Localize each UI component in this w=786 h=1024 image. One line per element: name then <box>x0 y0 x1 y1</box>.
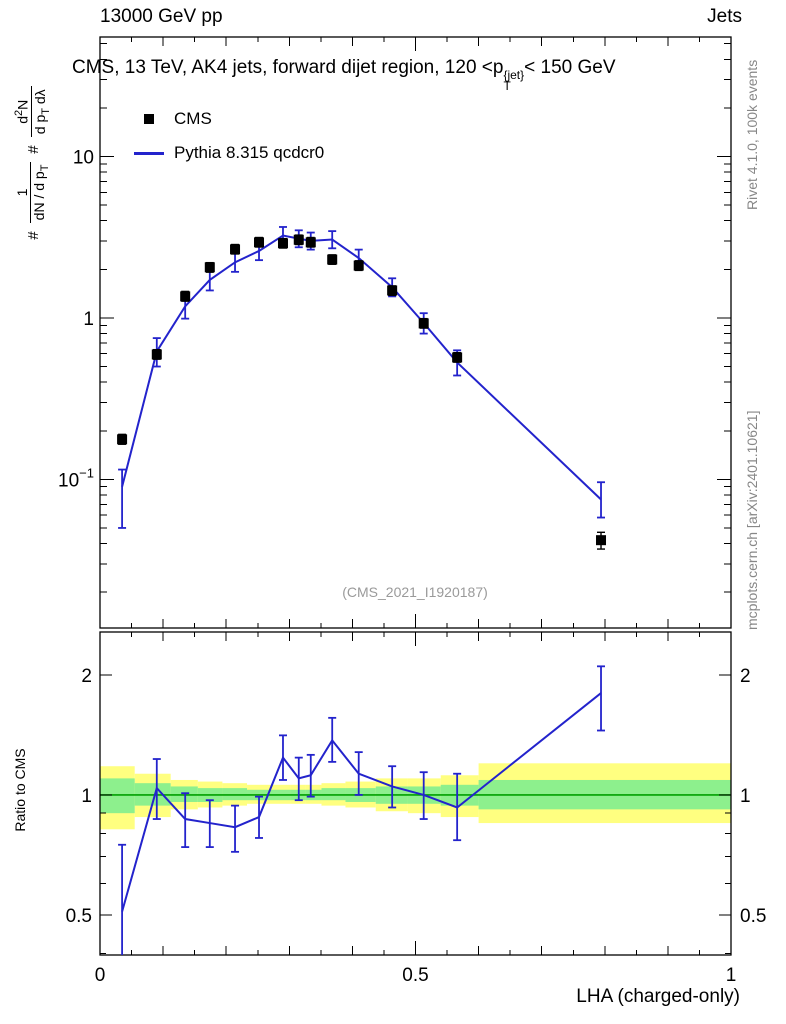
svg-text:0.5: 0.5 <box>66 906 92 927</box>
title-text-end: < 150 GeV <box>524 57 616 78</box>
title-text-start: CMS, 13 TeV, AK4 jets, forward dijet reg… <box>72 57 504 78</box>
svg-text:1: 1 <box>81 786 92 807</box>
ylabel-hash: # <box>24 231 42 240</box>
legend-swatch <box>132 114 166 124</box>
svg-text:1: 1 <box>83 309 94 330</box>
beam-energy-label: 13000 GeV pp <box>100 6 223 27</box>
axis-ticks <box>99 37 732 955</box>
legend-label-cms: CMS <box>174 109 212 128</box>
ylabel-hash: # <box>24 145 42 154</box>
cms-data-points <box>117 234 607 550</box>
legend-label-pythia: Pythia 8.315 qcdcr0 <box>174 143 325 162</box>
svg-text:0.5: 0.5 <box>402 965 428 986</box>
ratio-uncertainty-bands <box>100 763 731 830</box>
ylabel-frac1-den: dN / d pT <box>31 162 51 224</box>
svg-text:2: 2 <box>740 666 751 687</box>
svg-text:2: 2 <box>81 666 92 687</box>
legend-swatch <box>132 151 166 155</box>
legend-item-cms: CMS <box>132 102 324 136</box>
ylabel-frac2-num-n: N <box>15 99 32 110</box>
svg-text:10−1: 10−1 <box>58 465 94 491</box>
legend-item-pythia: Pythia 8.315 qcdcr0 <box>132 136 324 170</box>
ylabel-frac2-den: d pT dλ <box>32 86 52 137</box>
ylabel-frac2-den-tail: dλ <box>32 89 49 109</box>
rivet-version-note: Rivet 4.1.0, 100k events <box>744 59 760 210</box>
title-superscript: {jet} <box>503 68 525 82</box>
ratio-y-axis-title: Ratio to CMS <box>12 748 28 832</box>
ylabel-frac2-num: d2N <box>13 86 33 138</box>
ylabel-frac2-den-text: d p <box>32 114 49 135</box>
svg-text:10: 10 <box>73 148 94 169</box>
ylabel-frac2-num-sup: 2 <box>13 109 26 116</box>
main-y-axis-title: # 1 dN / d pT # d2N d pT dλ <box>6 38 60 288</box>
ylabel-frac1-den-sub: T <box>39 164 52 172</box>
process-label: Jets <box>707 6 742 27</box>
legend: CMS Pythia 8.315 qcdcr0 <box>132 102 324 170</box>
ylabel-frac2-num-d: d <box>15 116 32 124</box>
pythia-ratio-curve <box>118 665 606 955</box>
plot-title: CMS, 13 TeV, AK4 jets, forward dijet reg… <box>72 57 616 93</box>
cms-square-marker-icon <box>144 114 154 124</box>
pythia-curve-main <box>118 226 606 529</box>
pt-jet-supsub: {jet} T <box>503 68 525 94</box>
ylabel-frac2-den-sub: T <box>39 108 52 115</box>
svg-text:1: 1 <box>740 786 751 807</box>
ylabel-frac1-num: 1 <box>14 161 32 224</box>
x-axis-title: LHA (charged-only) <box>576 986 740 1007</box>
ylabel-frac1-den-text: dN / d p <box>31 171 48 221</box>
title-subscript: T <box>503 79 511 94</box>
svg-text:1: 1 <box>726 965 737 986</box>
pythia-line-icon <box>134 151 164 155</box>
axis-tick-labels: 10−1 1 10 0.5 0.5 1 1 2 2 0 0.5 1 <box>58 148 766 986</box>
analysis-id-watermark: (CMS_2021_I1920187) <box>342 584 488 600</box>
svg-text:0.5: 0.5 <box>740 906 766 927</box>
ylabel-fraction-1: 1 dN / d pT <box>14 161 52 224</box>
ylabel-fraction-2: d2N d pT dλ <box>13 86 52 138</box>
mcplots-arxiv-note: mcplots.cern.ch [arXiv:2401.10621] <box>744 410 760 630</box>
svg-text:0: 0 <box>95 965 106 986</box>
